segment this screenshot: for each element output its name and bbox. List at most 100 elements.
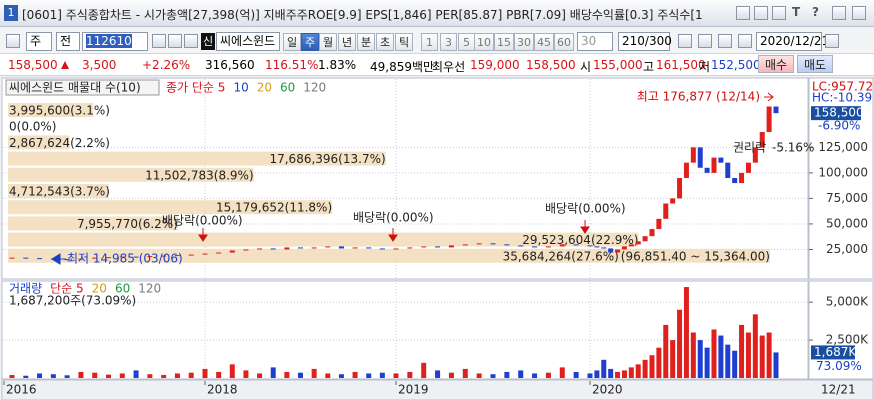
candle	[92, 257, 98, 259]
volume-bar	[759, 335, 765, 378]
candle	[216, 252, 222, 254]
title-icon-text[interactable]: T	[792, 5, 801, 19]
stock-name[interactable]: 씨에스윈드	[216, 32, 280, 51]
interval-button[interactable]: 10	[474, 33, 494, 51]
hc-label: HC:-10.39	[812, 91, 872, 105]
candle	[407, 247, 413, 249]
calendar-icon[interactable]	[825, 34, 839, 48]
period-button[interactable]: 틱	[395, 33, 413, 51]
last-volume-box	[811, 345, 855, 360]
candle	[621, 246, 627, 250]
title-icon[interactable]	[852, 6, 866, 20]
candle	[718, 157, 724, 163]
title-icon-text[interactable]: ?	[812, 5, 819, 19]
x-tick-label: 2016	[6, 383, 37, 397]
candle	[9, 257, 15, 259]
buy-button[interactable]: 매수	[758, 55, 794, 73]
volume-bar	[670, 340, 676, 378]
volume-bar	[594, 370, 600, 378]
volume-bar	[683, 287, 689, 378]
period-button[interactable]: 초	[376, 33, 394, 51]
interval-button[interactable]: 5	[458, 33, 475, 51]
volume-axis-panel	[808, 280, 874, 380]
count-input[interactable]: 210/300	[618, 32, 672, 51]
candle	[325, 246, 331, 248]
scope-select[interactable]: 전	[56, 32, 80, 51]
volume-bar	[752, 314, 758, 378]
period-button[interactable]: 일	[283, 33, 301, 51]
title-icon[interactable]	[736, 6, 750, 20]
candle	[393, 248, 399, 250]
sell-button[interactable]: 매도	[797, 55, 833, 73]
x-end-label: 12/21	[821, 383, 856, 397]
interval-button[interactable]: 45	[534, 33, 554, 51]
interval-button[interactable]: 60	[554, 33, 574, 51]
toolbar-icon[interactable]	[184, 34, 198, 48]
candle	[732, 177, 738, 184]
period-button[interactable]: 년	[338, 33, 356, 51]
profile-label: 29,523,604(22.9%)	[522, 233, 638, 247]
last-price-box	[811, 106, 861, 121]
volume-bar	[642, 359, 648, 378]
amount: 49,859백만	[370, 60, 435, 74]
volume-bar	[711, 329, 717, 378]
volume-bar	[739, 324, 745, 378]
title-icon[interactable]	[832, 6, 846, 20]
window-title: [0601] 주식종합차트 - 시가총액[27,398(억)] 지배주주ROE[…	[22, 8, 703, 22]
period-button[interactable]: 분	[357, 33, 375, 51]
y-tick-label: 75,000	[826, 191, 868, 205]
toolbar-icon[interactable]	[678, 34, 692, 48]
interval-select[interactable]: 30	[577, 32, 613, 51]
volume-bar	[601, 359, 607, 378]
open: 155,000	[593, 58, 643, 72]
candle	[615, 249, 621, 253]
title-icon[interactable]	[754, 6, 768, 20]
code-input[interactable]: 112610	[82, 32, 148, 51]
volume-bar	[718, 335, 724, 378]
candle	[133, 256, 139, 258]
volume-bar	[725, 344, 731, 378]
volume-bar	[773, 352, 779, 378]
interval-button[interactable]: 3	[440, 33, 457, 51]
up-arrow	[61, 61, 69, 69]
volume-bar	[92, 372, 98, 378]
volume-bar	[188, 372, 194, 378]
volume-bar	[407, 371, 413, 378]
dividend-arrow	[388, 228, 398, 242]
dividend-arrow	[580, 220, 590, 234]
candle	[559, 244, 565, 247]
legend-item: 120	[138, 282, 161, 296]
toolbar-icon[interactable]	[152, 34, 166, 48]
x-axis-panel	[1, 379, 874, 400]
toolbar-icon[interactable]	[168, 34, 182, 48]
toolbar-icon[interactable]	[6, 34, 20, 48]
low: 152,500	[711, 58, 761, 72]
y-tick-label: 50,000	[826, 216, 868, 230]
market-select[interactable]: 주	[26, 32, 52, 51]
candle	[435, 246, 441, 248]
candle	[147, 256, 153, 258]
toolbar-icon[interactable]	[738, 34, 752, 48]
period-button[interactable]: 월	[319, 33, 337, 51]
volume-bar	[106, 374, 111, 378]
change-pct: +2.26%	[142, 58, 191, 72]
interval-button[interactable]: 30	[514, 33, 534, 51]
profile-bar	[8, 216, 178, 231]
date-input[interactable]: 2020/12/21	[756, 32, 829, 51]
high-label: 최고 176,877 (12/14)	[637, 90, 760, 104]
interval-button[interactable]: 15	[494, 33, 514, 51]
candle	[476, 243, 482, 245]
period-button[interactable]: 주	[301, 33, 319, 51]
last-volume: 1,687K	[814, 345, 857, 359]
candle	[587, 245, 593, 247]
legend-item: 20	[92, 282, 107, 296]
toolbar-icon[interactable]	[698, 34, 712, 48]
title-icon[interactable]	[772, 6, 786, 20]
dividend-label: 배당락(0.00%)	[162, 214, 243, 228]
low-label: 최저 14,985 (03/06)	[67, 252, 183, 266]
candle	[64, 259, 70, 261]
volume-info: 1,687,200주(73.09%)	[9, 294, 136, 308]
interval-button[interactable]: 1	[421, 33, 438, 51]
profile-bar	[8, 232, 639, 247]
toolbar-icon[interactable]	[718, 34, 732, 48]
